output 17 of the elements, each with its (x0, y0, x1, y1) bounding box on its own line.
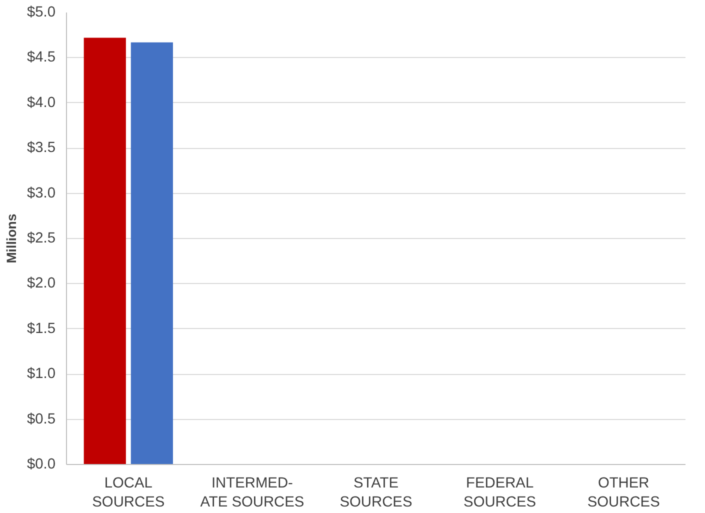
y-axis-title: Millions (4, 214, 19, 264)
y-tick-label: $2.0 (26, 276, 56, 292)
x-tick-label: STATE SOURCES (340, 476, 412, 511)
x-tick-label: OTHER SOURCES (587, 476, 660, 511)
x-tick-label: FEDERAL SOURCES (464, 476, 536, 511)
y-tick-label: $4.5 (26, 50, 56, 66)
y-tick-label: $0.0 (26, 456, 56, 472)
y-tick-label: $4.0 (26, 94, 56, 111)
y-tick-label: $2.5 (26, 230, 56, 246)
y-tick-label: $3.5 (26, 140, 56, 156)
x-tick-label: INTERMED- ATE SOURCES (200, 476, 304, 511)
y-tick-label: $1.0 (26, 366, 56, 382)
y-tick-label: $3.0 (26, 185, 56, 202)
y-tick-label: $5.0 (26, 4, 56, 20)
y-tick-label: $0.5 (26, 411, 56, 428)
y-tick-label: $1.5 (26, 320, 56, 337)
x-tick-label: LOCAL SOURCES (92, 476, 165, 511)
